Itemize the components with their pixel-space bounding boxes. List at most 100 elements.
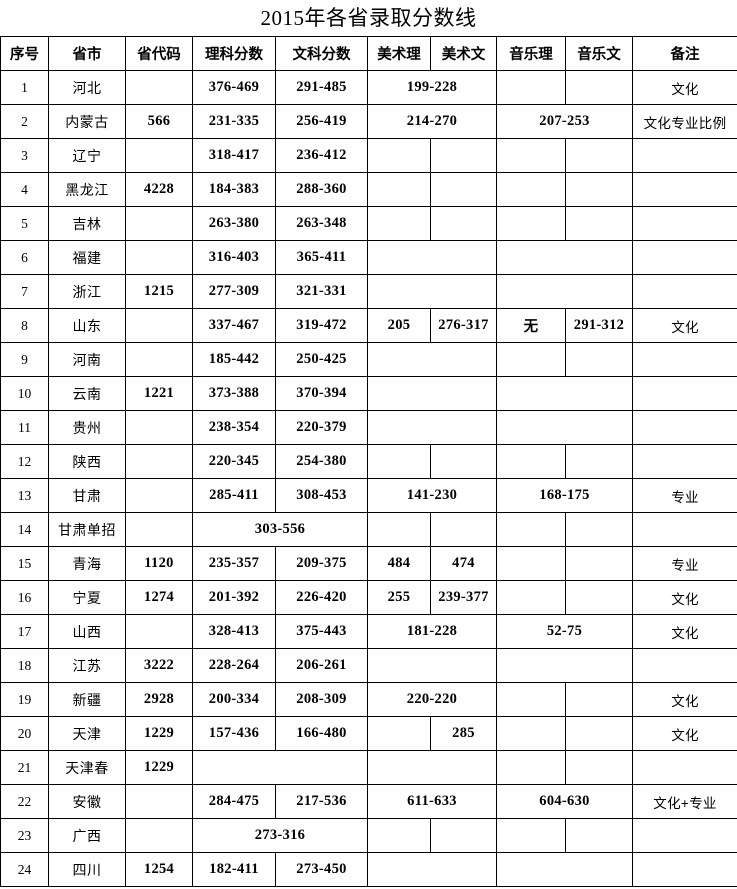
cell-music-arts[interactable] xyxy=(565,750,633,785)
cell-fineart-merged[interactable] xyxy=(367,648,497,683)
cell-remark[interactable]: 文化 xyxy=(632,716,737,751)
cell-music-merged[interactable]: 52-75 xyxy=(496,614,633,649)
cell-science-score[interactable]: 263-380 xyxy=(192,206,276,241)
cell-province[interactable]: 四川 xyxy=(48,852,126,887)
cell-music-arts[interactable] xyxy=(565,206,633,241)
cell-music-arts[interactable] xyxy=(565,716,633,751)
cell-province[interactable]: 宁夏 xyxy=(48,580,126,615)
cell-science-score[interactable]: 318-417 xyxy=(192,138,276,173)
cell-province[interactable]: 甘肃单招 xyxy=(48,512,126,547)
cell-music-arts[interactable] xyxy=(565,342,633,377)
cell-music-arts[interactable] xyxy=(565,70,633,105)
cell-score-merged[interactable]: 273-316 xyxy=(192,818,368,853)
cell-remark[interactable] xyxy=(632,512,737,547)
cell-remark[interactable] xyxy=(632,274,737,309)
cell-score-merged[interactable]: 303-556 xyxy=(192,512,368,547)
cell-index[interactable]: 16 xyxy=(0,580,49,615)
cell-province[interactable]: 云南 xyxy=(48,376,126,411)
cell-province-code[interactable]: 1120 xyxy=(125,546,193,581)
cell-remark[interactable]: 文化 xyxy=(632,614,737,649)
cell-arts-score[interactable]: 220-379 xyxy=(275,410,368,445)
cell-remark[interactable]: 文化 xyxy=(632,70,737,105)
cell-index[interactable]: 21 xyxy=(0,750,49,785)
cell-fineart-science[interactable] xyxy=(367,512,431,547)
cell-music-arts[interactable] xyxy=(565,512,633,547)
cell-science-score[interactable]: 316-403 xyxy=(192,240,276,275)
cell-province-code[interactable] xyxy=(125,206,193,241)
cell-music-arts[interactable] xyxy=(565,818,633,853)
cell-remark[interactable] xyxy=(632,818,737,853)
column-header-note[interactable]: 备注 xyxy=(632,36,737,71)
cell-music-science[interactable] xyxy=(496,818,566,853)
cell-province-code[interactable]: 1274 xyxy=(125,580,193,615)
cell-province-code[interactable] xyxy=(125,444,193,479)
cell-remark[interactable] xyxy=(632,376,737,411)
cell-remark[interactable] xyxy=(632,852,737,887)
cell-fineart-arts[interactable] xyxy=(430,206,497,241)
cell-index[interactable]: 8 xyxy=(0,308,49,343)
cell-remark[interactable] xyxy=(632,648,737,683)
cell-province[interactable]: 青海 xyxy=(48,546,126,581)
cell-music-merged[interactable] xyxy=(496,648,633,683)
cell-fineart-merged[interactable] xyxy=(367,376,497,411)
cell-arts-score[interactable]: 217-536 xyxy=(275,784,368,819)
cell-science-score[interactable]: 182-411 xyxy=(192,852,276,887)
cell-fineart-merged[interactable] xyxy=(367,852,497,887)
cell-science-score[interactable]: 373-388 xyxy=(192,376,276,411)
cell-music-arts[interactable] xyxy=(565,682,633,717)
cell-province-code[interactable] xyxy=(125,818,193,853)
cell-science-score[interactable]: 285-411 xyxy=(192,478,276,513)
cell-fineart-arts[interactable] xyxy=(430,818,497,853)
cell-index[interactable]: 10 xyxy=(0,376,49,411)
cell-fineart-science[interactable]: 484 xyxy=(367,546,431,581)
cell-province-code[interactable] xyxy=(125,410,193,445)
cell-province-code[interactable] xyxy=(125,70,193,105)
column-header-code[interactable]: 省代码 xyxy=(125,36,193,71)
cell-music-merged[interactable] xyxy=(496,376,633,411)
cell-index[interactable]: 7 xyxy=(0,274,49,309)
cell-fineart-merged[interactable] xyxy=(367,342,497,377)
cell-province-code[interactable] xyxy=(125,138,193,173)
cell-remark[interactable] xyxy=(632,138,737,173)
cell-remark[interactable] xyxy=(632,342,737,377)
cell-music-science[interactable] xyxy=(496,716,566,751)
cell-arts-score[interactable]: 166-480 xyxy=(275,716,368,751)
cell-music-science[interactable] xyxy=(496,172,566,207)
cell-music-merged[interactable] xyxy=(496,274,633,309)
cell-fineart-science[interactable] xyxy=(367,206,431,241)
cell-fineart-science[interactable] xyxy=(367,138,431,173)
cell-province[interactable]: 吉林 xyxy=(48,206,126,241)
cell-province-code[interactable] xyxy=(125,512,193,547)
cell-science-score[interactable]: 284-475 xyxy=(192,784,276,819)
cell-music-arts[interactable] xyxy=(565,444,633,479)
cell-province-code[interactable]: 4228 xyxy=(125,172,193,207)
cell-province[interactable]: 内蒙古 xyxy=(48,104,126,139)
cell-science-score[interactable]: 231-335 xyxy=(192,104,276,139)
cell-arts-score[interactable]: 209-375 xyxy=(275,546,368,581)
cell-arts-score[interactable]: 319-472 xyxy=(275,308,368,343)
cell-arts-score[interactable]: 321-331 xyxy=(275,274,368,309)
cell-province[interactable]: 天津 xyxy=(48,716,126,751)
cell-fineart-merged[interactable] xyxy=(367,240,497,275)
cell-fineart-merged[interactable] xyxy=(367,274,497,309)
cell-index[interactable]: 23 xyxy=(0,818,49,853)
cell-province-code[interactable] xyxy=(125,342,193,377)
cell-science-score[interactable]: 157-436 xyxy=(192,716,276,751)
cell-province[interactable]: 河北 xyxy=(48,70,126,105)
cell-arts-score[interactable]: 206-261 xyxy=(275,648,368,683)
cell-score-merged[interactable] xyxy=(192,750,368,785)
cell-arts-score[interactable]: 288-360 xyxy=(275,172,368,207)
cell-index[interactable]: 2 xyxy=(0,104,49,139)
cell-music-arts[interactable]: 291-312 xyxy=(565,308,633,343)
cell-remark[interactable]: 专业 xyxy=(632,478,737,513)
cell-index[interactable]: 11 xyxy=(0,410,49,445)
cell-fineart-merged[interactable] xyxy=(367,410,497,445)
cell-music-science[interactable] xyxy=(496,70,566,105)
cell-province-code[interactable] xyxy=(125,240,193,275)
cell-index[interactable]: 20 xyxy=(0,716,49,751)
cell-province-code[interactable] xyxy=(125,614,193,649)
cell-index[interactable]: 15 xyxy=(0,546,49,581)
cell-province-code[interactable]: 3222 xyxy=(125,648,193,683)
column-header-wen[interactable]: 文科分数 xyxy=(275,36,368,71)
cell-fineart-merged[interactable]: 199-228 xyxy=(367,70,497,105)
